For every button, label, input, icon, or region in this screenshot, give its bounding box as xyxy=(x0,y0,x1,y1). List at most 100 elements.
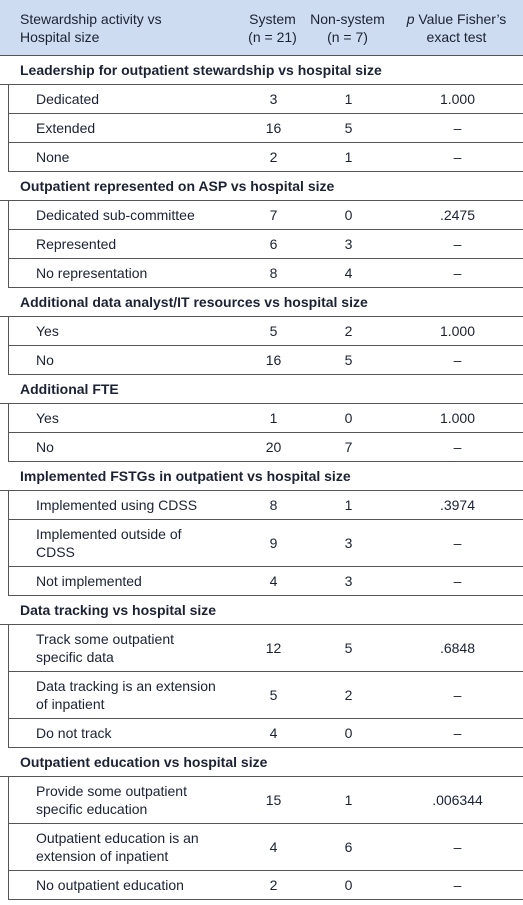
cell-system: 4 xyxy=(269,839,278,855)
cell-nonsystem: 3 xyxy=(344,573,353,589)
label-line: of inpatient xyxy=(36,696,105,712)
cell-p: – xyxy=(453,149,462,165)
section-title: Leadership for outpatient stewardship vs… xyxy=(20,62,382,78)
header-cell: p Value Fisher’s exact test xyxy=(390,10,523,46)
header-text: exact test xyxy=(426,28,487,45)
row-label: Not implemented xyxy=(9,572,241,590)
cell-system: 7 xyxy=(269,207,278,223)
cell-nonsystem: 3 xyxy=(344,236,353,252)
data-row: Implemented outside of CDSS 9 3 – xyxy=(8,520,523,567)
cell-p: – xyxy=(453,877,462,893)
cell-system: 6 xyxy=(269,236,278,252)
cell-nonsystem: 1 xyxy=(344,91,353,107)
section-title: Additional data analyst/IT resources vs … xyxy=(20,294,368,310)
data-row: No representation 8 4 – xyxy=(8,259,523,288)
header-cell: Stewardship activity vs Hospital size xyxy=(0,10,240,46)
header-cell: Non-system (n = 7) xyxy=(305,10,390,46)
cell-p: – xyxy=(453,265,462,281)
cell-system: 2 xyxy=(269,877,278,893)
cell-p: 1.000 xyxy=(439,91,476,107)
row-label: Outpatient education is an extension of i… xyxy=(9,829,241,865)
cell-system: 1 xyxy=(269,410,278,426)
label-line: Implemented outside of xyxy=(36,526,182,542)
row-label: Track some outpatient specific data xyxy=(9,630,241,666)
data-row: Not implemented 4 3 – xyxy=(8,567,523,596)
section-row: Leadership for outpatient stewardship vs… xyxy=(0,56,523,85)
row-label: None xyxy=(9,148,241,166)
label-line: Do not track xyxy=(36,725,112,741)
data-row: Outpatient education is an extension of i… xyxy=(8,824,523,871)
label-line: No representation xyxy=(36,265,148,281)
row-label: Dedicated xyxy=(9,90,241,108)
cell-system: 20 xyxy=(265,439,282,455)
cell-nonsystem: 1 xyxy=(344,792,353,808)
section-row: Additional data analyst/IT resources vs … xyxy=(0,288,523,317)
row-label: Data tracking is an extension of inpatien… xyxy=(9,677,241,713)
cell-nonsystem: 5 xyxy=(344,352,353,368)
data-row: None 2 1 – xyxy=(8,143,523,172)
row-label: Implemented outside of CDSS xyxy=(9,525,241,561)
section-title: Additional FTE xyxy=(20,381,119,397)
data-row: Extended 16 5 – xyxy=(8,114,523,143)
row-label: Yes xyxy=(9,322,241,340)
section-row: Outpatient represented on ASP vs hospita… xyxy=(0,172,523,201)
header-text: System xyxy=(249,10,296,27)
label-line: Data tracking is an extension xyxy=(36,678,216,694)
label-line: No xyxy=(36,439,54,455)
data-row: Represented 6 3 – xyxy=(8,230,523,259)
cell-system: 2 xyxy=(269,149,278,165)
section-row: Outpatient education vs hospital size xyxy=(0,748,523,777)
cell-system: 8 xyxy=(269,497,278,513)
section-title: Data tracking vs hospital size xyxy=(20,602,217,618)
label-line: Represented xyxy=(36,236,117,252)
data-row: No outpatient education 2 0 – xyxy=(8,871,523,900)
data-row: Track some outpatient specific data 12 5 .68… xyxy=(8,625,523,672)
header-text: Non-system xyxy=(310,10,385,27)
cell-nonsystem: 0 xyxy=(344,410,353,426)
cell-p: – xyxy=(453,120,462,136)
label-line: Dedicated sub-committee xyxy=(36,207,195,223)
row-label: Do not track xyxy=(9,724,241,742)
cell-p: .3974 xyxy=(439,497,476,513)
cell-nonsystem: 0 xyxy=(344,725,353,741)
data-row: No 20 7 – xyxy=(8,433,523,462)
cell-system: 8 xyxy=(269,265,278,281)
cell-p: .006344 xyxy=(432,792,483,808)
section-row: Implemented FSTGs in outpatient vs hospi… xyxy=(0,462,523,491)
label-line: Track some outpatient xyxy=(36,631,174,647)
cell-nonsystem: 6 xyxy=(344,839,353,855)
cell-p: – xyxy=(453,725,462,741)
cell-nonsystem: 3 xyxy=(344,535,353,551)
cell-nonsystem: 5 xyxy=(344,120,353,136)
header-text: (n = 7) xyxy=(327,28,368,45)
data-row: Yes 5 2 1.000 xyxy=(8,317,523,346)
header-text: Stewardship activity vs xyxy=(20,10,162,27)
cell-p: .2475 xyxy=(439,207,476,223)
label-line: extension of inpatient xyxy=(36,848,169,864)
header-row: Stewardship activity vs Hospital size Sys… xyxy=(0,0,523,56)
cell-nonsystem: 1 xyxy=(344,497,353,513)
data-row: Dedicated sub-committee 7 0 .2475 xyxy=(8,201,523,230)
cell-p: – xyxy=(453,687,462,703)
cell-system: 9 xyxy=(269,535,278,551)
label-line: Provide some outpatient xyxy=(36,783,187,799)
label-line: No outpatient education xyxy=(36,877,184,893)
cell-nonsystem: 0 xyxy=(344,877,353,893)
cell-p: – xyxy=(453,352,462,368)
header-text: Hospital size xyxy=(20,28,100,45)
cell-nonsystem: 2 xyxy=(344,323,353,339)
cell-p: .6848 xyxy=(439,640,476,656)
cell-p: 1.000 xyxy=(439,410,476,426)
data-row: Dedicated 3 1 1.000 xyxy=(8,85,523,114)
cell-p: – xyxy=(453,439,462,455)
row-label: No outpatient education xyxy=(9,876,241,894)
header-text: Value Fisher’s xyxy=(418,10,507,27)
label-line: Not implemented xyxy=(36,573,142,589)
header-cell: System (n = 21) xyxy=(240,10,305,46)
section-title: Implemented FSTGs in outpatient vs hospi… xyxy=(20,468,351,484)
cell-system: 5 xyxy=(269,323,278,339)
cell-system: 16 xyxy=(265,352,282,368)
row-label: Implemented using CDSS xyxy=(9,496,241,514)
